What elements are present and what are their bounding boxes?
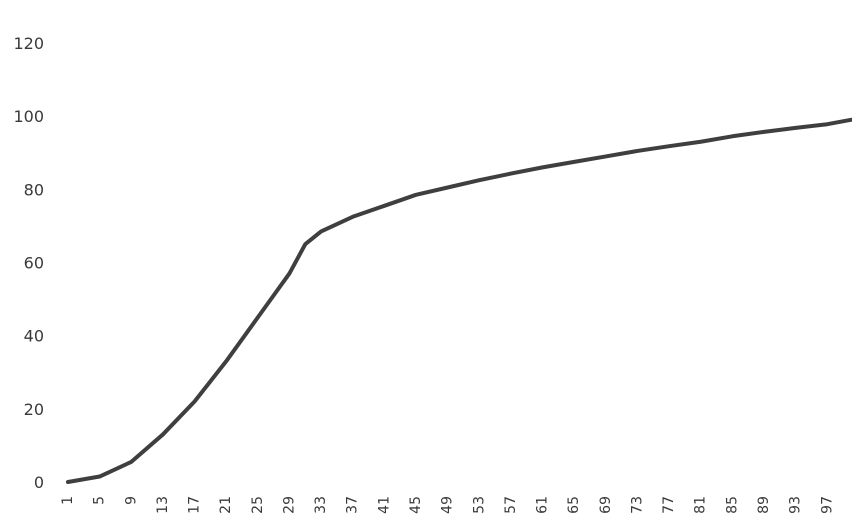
x-tick-label: 45 xyxy=(408,496,424,514)
x-tick-label: 5 xyxy=(92,496,108,505)
x-tick-label: 81 xyxy=(693,496,709,514)
y-tick-label: 0 xyxy=(34,473,44,492)
x-tick-label: 9 xyxy=(123,496,139,505)
x-tick-label: 37 xyxy=(345,496,361,514)
x-tick-label: 53 xyxy=(471,496,487,514)
y-tick-label: 20 xyxy=(24,400,44,419)
x-tick-label: 21 xyxy=(218,496,234,514)
y-tick-label: 100 xyxy=(13,107,44,126)
y-axis-ticks: 0 20 40 60 80 100 120 xyxy=(13,34,44,492)
x-tick-label: 13 xyxy=(155,496,171,514)
x-tick-label: 33 xyxy=(313,496,329,514)
x-tick-label: 73 xyxy=(629,496,645,514)
x-tick-label: 41 xyxy=(376,496,392,514)
series-group xyxy=(66,117,852,484)
x-tick-label: 65 xyxy=(566,496,582,514)
x-tick-label: 57 xyxy=(503,496,519,514)
x-tick-label: 29 xyxy=(281,496,297,514)
x-tick-label: 89 xyxy=(756,496,772,514)
series-line xyxy=(66,117,852,484)
x-tick-label: 61 xyxy=(535,496,551,514)
x-axis-ticks: 1 5 9 13 17 21 25 29 33 37 41 45 49 53 57 61 65 69 73 77 81 8… xyxy=(60,496,835,514)
x-tick-label: 93 xyxy=(788,496,804,514)
x-tick-label: 25 xyxy=(250,496,266,514)
x-tick-label: 97 xyxy=(819,496,835,514)
x-tick-label: 85 xyxy=(724,496,740,514)
y-tick-label: 80 xyxy=(24,180,44,199)
y-tick-label: 60 xyxy=(24,254,44,273)
y-tick-label: 40 xyxy=(24,327,44,346)
x-tick-label: 69 xyxy=(598,496,614,514)
x-tick-label: 49 xyxy=(440,496,456,514)
x-tick-label: 77 xyxy=(661,496,677,514)
y-tick-label: 120 xyxy=(13,34,44,53)
x-tick-label: 1 xyxy=(60,496,76,505)
x-tick-label: 17 xyxy=(187,496,203,514)
